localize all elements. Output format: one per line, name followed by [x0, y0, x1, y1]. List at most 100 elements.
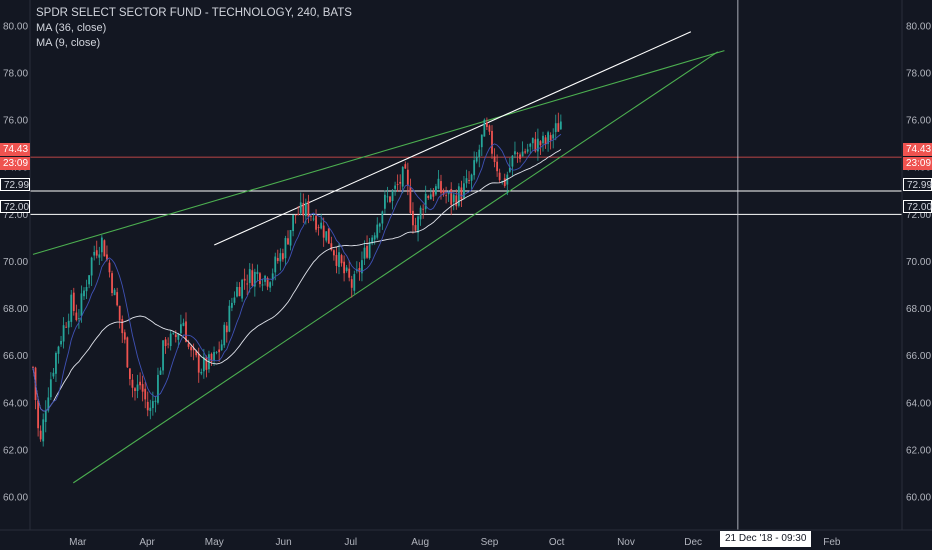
line-72-00-label-right: 72.00: [903, 200, 932, 213]
candle: [116, 287, 119, 307]
candle: [391, 188, 394, 210]
x-tick-label: May: [205, 537, 224, 548]
ma-36-line[interactable]: [32, 149, 562, 412]
candle: [317, 224, 320, 236]
candle: [192, 343, 195, 361]
candle: [70, 290, 73, 328]
trend-line-3[interactable]: [214, 31, 692, 246]
legend-title: SPDR SELECT SECTOR FUND - TECHNOLOGY, 24…: [36, 7, 352, 19]
y-tick-label-left: 66.00: [3, 351, 28, 362]
candle: [470, 173, 473, 189]
x-axis[interactable]: Mar Apr May Jun Jul Aug Sep Oct Nov Dec Feb: [69, 537, 841, 548]
candle: [111, 270, 113, 297]
line-72-99-label-right: 72.99: [903, 178, 932, 191]
candle: [55, 351, 57, 382]
candle: [435, 183, 437, 197]
candle: [547, 130, 549, 152]
y-tick-label-left: 76.00: [3, 116, 28, 127]
y-tick-label-right: 78.00: [906, 69, 931, 80]
candle: [381, 210, 384, 230]
candle: [427, 194, 430, 200]
candle: [424, 185, 427, 213]
candle: [205, 355, 208, 378]
candle: [67, 313, 70, 335]
candle: [218, 341, 221, 363]
x-tick-label: Aug: [411, 537, 429, 548]
candle: [238, 282, 241, 297]
candle: [473, 151, 476, 180]
candle: [269, 281, 272, 293]
candle: [465, 169, 468, 188]
candle: [544, 134, 547, 149]
candle: [62, 317, 65, 349]
candle: [534, 131, 537, 153]
candle: [93, 245, 96, 261]
candle: [552, 128, 555, 149]
trend-line-2[interactable]: [72, 51, 719, 484]
candle: [279, 248, 282, 271]
y-tick-label-right: 68.00: [906, 304, 931, 315]
y-tick-label-left: 70.00: [3, 257, 28, 268]
candle: [554, 114, 557, 141]
candle: [488, 124, 491, 136]
candle: [37, 397, 39, 437]
legend-ma-36[interactable]: MA (36, close): [36, 22, 107, 34]
candle: [519, 152, 521, 163]
y-axis-left[interactable]: 60.0062.0064.0066.0068.0070.0072.0074.00…: [3, 21, 28, 503]
chart-body: [30, 0, 902, 530]
candle: [445, 186, 447, 204]
line-72-00-label-left: 72.00: [0, 200, 30, 213]
candle: [213, 346, 215, 366]
candle: [348, 260, 351, 282]
legend-ma-9[interactable]: MA (9, close): [36, 37, 101, 49]
y-tick-label-left: 62.00: [3, 445, 28, 456]
candle: [559, 114, 562, 130]
x-tick-label: Feb: [823, 537, 841, 548]
x-tick-label: Dec: [684, 537, 702, 548]
candle: [182, 318, 185, 327]
x-tick-label: Apr: [139, 537, 155, 548]
candle: [498, 168, 501, 183]
candle: [460, 180, 463, 207]
candle: [42, 413, 45, 447]
y-tick-label-right: 76.00: [906, 116, 931, 127]
candle: [414, 217, 417, 232]
candle: [146, 391, 149, 417]
candle: [327, 228, 330, 244]
candle: [450, 182, 453, 216]
candle: [366, 235, 368, 259]
candle: [493, 148, 496, 168]
candle: [299, 192, 302, 216]
candle: [529, 142, 532, 154]
candle: [422, 204, 425, 219]
candle: [162, 339, 164, 375]
candle: [185, 312, 187, 343]
candle: [312, 213, 315, 222]
candle: [52, 368, 55, 379]
candle: [157, 367, 159, 405]
candle: [452, 192, 455, 211]
candle: [378, 222, 381, 233]
candle: [126, 336, 129, 368]
candle: [511, 155, 514, 176]
candle: [72, 287, 75, 316]
trend-line-1[interactable]: [32, 50, 725, 255]
y-tick-label-left: 60.00: [3, 493, 28, 504]
candle: [478, 144, 481, 168]
candles: [32, 112, 562, 447]
candle: [399, 174, 402, 192]
candle: [60, 335, 62, 347]
candle: [149, 399, 152, 420]
candle: [480, 134, 483, 156]
candle: [417, 215, 419, 242]
ma-9-line[interactable]: [32, 133, 562, 412]
y-tick-label-right: 70.00: [906, 257, 931, 268]
candle: [172, 332, 175, 336]
candle: [231, 297, 233, 312]
candle: [335, 247, 338, 274]
candle: [215, 351, 218, 355]
candle: [537, 128, 539, 161]
candle: [274, 252, 277, 281]
candle: [330, 236, 333, 252]
